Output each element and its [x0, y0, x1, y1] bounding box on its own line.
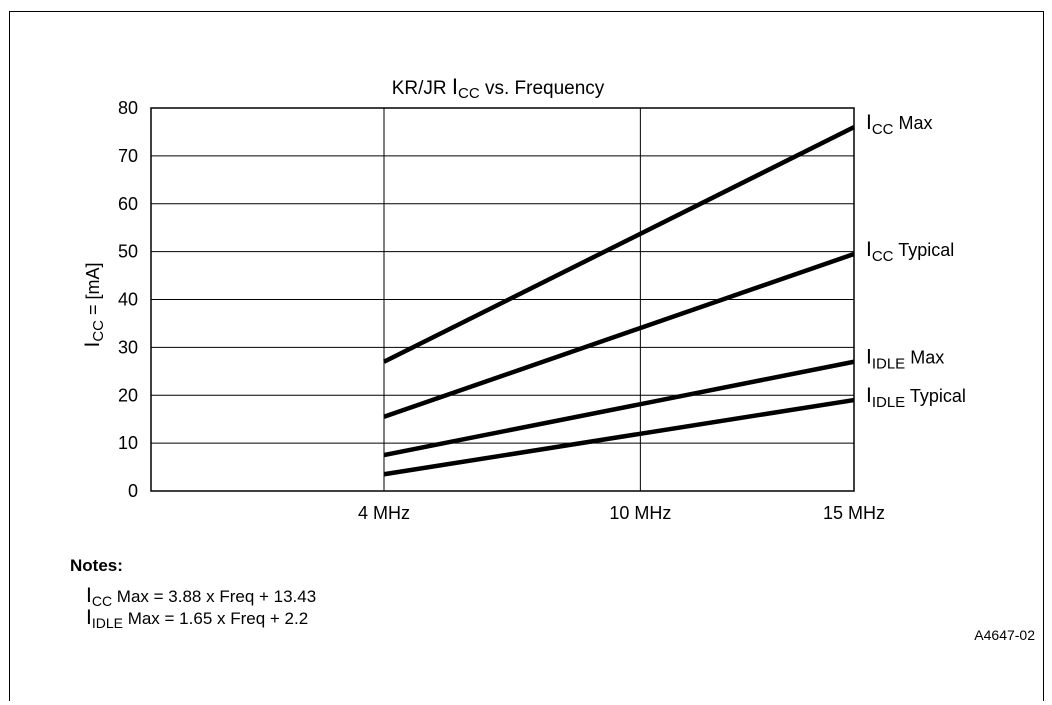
series-line-iidle_typical	[383, 397, 855, 477]
x-tick-label: 10 MHz	[609, 503, 671, 523]
series-line-iidle_max	[383, 359, 855, 458]
y-tick-label: 30	[118, 337, 138, 357]
plot-area	[150, 107, 855, 492]
grid-lines	[151, 108, 854, 491]
series-label-iidle_max: IIDLE Max	[866, 346, 944, 373]
y-tick-label: 0	[128, 481, 138, 501]
figure-id: A4647-02	[974, 627, 1035, 643]
series-label-icc_typical: ICC Typical	[866, 238, 954, 265]
figure-frame	[9, 11, 1044, 701]
series-labels: ICC Max ICC Typical IIDLE Max IIDLE Typical	[866, 111, 966, 411]
x-tick-label: 4 MHz	[358, 503, 410, 523]
y-tick-label: 40	[118, 290, 138, 310]
series-line-icc_max	[382, 125, 856, 364]
y-tick-label: 60	[118, 194, 138, 214]
y-tick-label: 20	[118, 385, 138, 405]
y-tick-label: 10	[118, 433, 138, 453]
y-axis-label: ICC = [mA]	[81, 262, 107, 347]
series-label-icc_max: ICC Max	[866, 111, 933, 138]
note-iidle-max: IIDLE Max = 1.65 x Freq + 2.2	[86, 606, 309, 631]
y-tick-labels: 0 10 20 30 40 50 60 70 80	[118, 98, 138, 501]
series-line-icc_typical	[383, 251, 855, 419]
note-icc-max: ICC Max = 3.88 x Freq + 13.43	[86, 584, 317, 609]
x-tick-labels: 4 MHz 10 MHz 15 MHz	[358, 503, 885, 523]
y-tick-label: 70	[118, 146, 138, 166]
series-lines	[382, 125, 856, 477]
series-label-iidle_typical: IIDLE Typical	[866, 384, 966, 411]
x-tick-label: 15 MHz	[823, 503, 885, 523]
notes-title: Notes:	[70, 556, 123, 575]
y-tick-label: 50	[118, 242, 138, 262]
chart-title: KR/JR ICC vs. Frequency	[392, 74, 605, 102]
y-tick-label: 80	[118, 98, 138, 118]
